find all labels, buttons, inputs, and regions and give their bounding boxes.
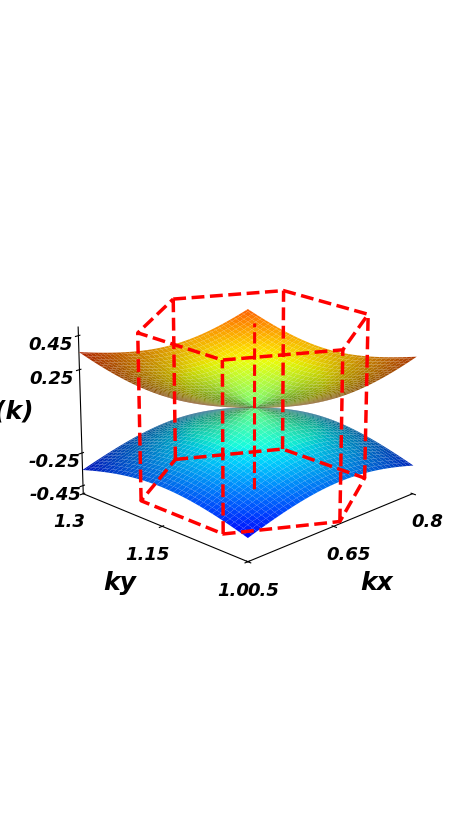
X-axis label: kx: kx	[360, 572, 392, 596]
Y-axis label: ky: ky	[103, 572, 136, 596]
